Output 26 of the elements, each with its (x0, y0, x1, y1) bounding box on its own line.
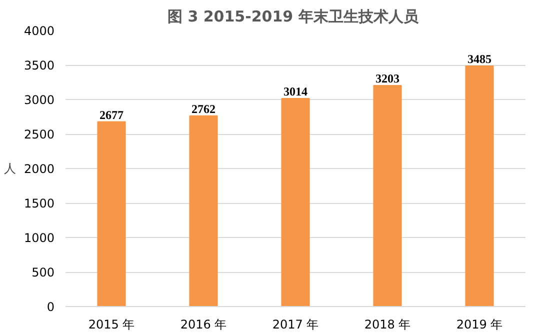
y-tick-label: 0 (46, 300, 55, 314)
data-label: 3203 (376, 71, 400, 86)
y-tick-label: 1500 (24, 196, 55, 210)
data-label: 3485 (468, 52, 492, 66)
y-tick-label: 1000 (24, 231, 55, 245)
x-tick-label: 2018 年 (364, 318, 411, 332)
data-label: 2677 (100, 108, 124, 122)
bar (373, 84, 402, 306)
bar (281, 98, 310, 306)
x-tick-label: 2016 年 (180, 318, 227, 332)
y-axis-title: 人 (4, 162, 16, 176)
x-tick-label: 2019 年 (456, 318, 503, 332)
chart-title: 图 3 2015-2019 年末卫生技术人员 (167, 8, 420, 26)
bar (189, 115, 218, 306)
y-tick-label: 3500 (24, 58, 55, 72)
x-tick-label: 2015 年 (88, 318, 135, 332)
y-tick-label: 2000 (24, 162, 55, 176)
y-tick-label: 3000 (24, 93, 55, 107)
data-label: 2762 (192, 102, 216, 116)
y-tick-label: 500 (32, 266, 54, 280)
y-tick-label: 4000 (24, 24, 55, 38)
bar (97, 121, 126, 306)
bar (465, 66, 494, 306)
y-tick-label: 2500 (24, 128, 55, 142)
x-tick-label: 2017 年 (272, 318, 319, 332)
data-label: 3014 (284, 84, 308, 99)
